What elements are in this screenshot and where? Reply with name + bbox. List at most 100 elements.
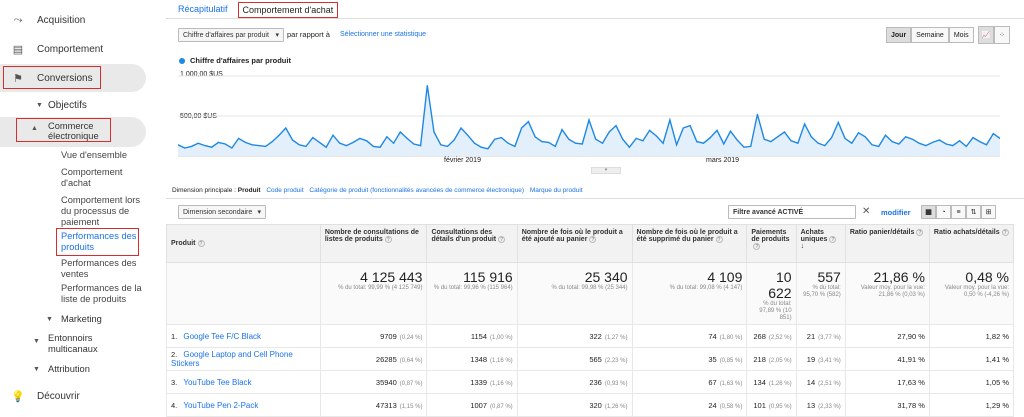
col-header[interactable]: Produit? (166, 224, 321, 263)
cell-value: 1007 (470, 400, 487, 410)
cell-value: 24 (708, 400, 717, 410)
data-point (622, 138, 624, 140)
caret-down-icon: ▼ (36, 101, 43, 109)
modify-link[interactable]: modifier (881, 208, 911, 217)
data-point (979, 141, 981, 143)
table-cell: 218 (2,05 %) (746, 347, 797, 371)
lightbulb-icon: 💡 (11, 390, 25, 403)
table-cell: 17,63 % (844, 370, 930, 394)
col-header[interactable]: Paiements de produits? (746, 224, 797, 263)
tab-shopping-behavior[interactable]: Comportement d'achat (237, 2, 339, 18)
pie-view-icon[interactable]: ◔ (936, 205, 951, 219)
sidebar-subitem[interactable]: Performances des ventes (61, 258, 137, 279)
data-point (265, 145, 267, 147)
caret-down-icon: ▼ (33, 365, 40, 373)
data-point (642, 140, 644, 142)
sidebar-subitem[interactable]: Comportement d'achat (61, 167, 123, 188)
data-point (332, 134, 334, 136)
data-point (271, 141, 273, 143)
cell-value: 565 (589, 354, 602, 364)
cell-percent: (2,52 %) (768, 334, 792, 341)
data-point (810, 136, 812, 138)
cell-percent: (3,77 %) (818, 334, 841, 341)
table-row: 4. YouTube Pen 2-Pack 47313 (1,15 %) 1007 (0… (166, 393, 1015, 417)
data-point (682, 127, 684, 129)
select-stat-link[interactable]: Sélectionner une statistique (340, 31, 426, 38)
data-point (197, 142, 199, 144)
dimension-brand[interactable]: Marque du produit (529, 187, 583, 194)
dimension-label: Dimension principale : (172, 187, 236, 194)
col-header[interactable]: Consultations des détails d'un produit? (426, 224, 518, 263)
col-header[interactable]: Ratio panier/détails? (844, 224, 930, 263)
data-point (251, 144, 253, 146)
col-header[interactable]: Ratio achats/détails? (928, 224, 1015, 263)
tab-summary[interactable]: Récapitulatif (178, 4, 228, 14)
total-subtext: % du total: 99,96 % (115 964) (433, 285, 513, 291)
data-point (352, 141, 354, 143)
data-point (413, 143, 415, 145)
product-link[interactable]: Google Tee F/C Black (183, 331, 262, 341)
secondary-dimension-select[interactable]: Dimension secondaire ▾ (178, 205, 266, 219)
pivot-view-icon[interactable]: ⊞ (981, 205, 996, 219)
table-cell: 1339 (1,16 %) (426, 370, 518, 394)
col-header[interactable]: Achats uniques? ↓ (795, 224, 846, 263)
product-link[interactable]: Google Laptop and Cell Phone Stickers (171, 350, 293, 368)
product-link[interactable]: YouTube Tee Black (183, 377, 252, 387)
day-button[interactable]: Jour (886, 27, 912, 43)
sidebar-subitem[interactable]: Vue d'ensemble (61, 150, 128, 160)
table-view-icon[interactable]: ▦ (921, 205, 936, 219)
data-point (676, 144, 678, 146)
data-point (628, 146, 630, 148)
cell-value: 19 (806, 354, 816, 364)
data-point (359, 137, 361, 139)
cell-value: 74 (708, 331, 717, 341)
week-button[interactable]: Semaine (911, 27, 949, 43)
data-point (217, 141, 219, 143)
cell-percent: (2,23 %) (604, 357, 628, 364)
dropdown-arrow-icon: ▾ (275, 32, 279, 39)
data-point (601, 142, 604, 144)
product-cell: 1. Google Tee F/C Black (166, 324, 321, 348)
clear-filter-icon[interactable]: ✕ (862, 206, 871, 217)
product-link[interactable]: YouTube Pen 2-Pack (183, 400, 259, 410)
vs-label: par rapport à (287, 30, 330, 39)
data-point (238, 137, 240, 139)
cell-percent: (1,27 %) (604, 334, 628, 341)
data-point (521, 127, 523, 129)
dimension-product[interactable]: Produit (237, 187, 261, 194)
dimension-category[interactable]: Catégorie de produit (fonctionnalités av… (309, 187, 524, 194)
caret-up-icon: ▲ (31, 125, 38, 132)
chart-resize-handle[interactable]: ▾ (591, 167, 621, 174)
data-point (339, 142, 341, 144)
total-subtext: % du total: 99,98 % (25 344) (551, 285, 628, 291)
total-cell: 4 109% du total: 99,08 % (4 147) (631, 262, 748, 325)
col-header[interactable]: Nombre de consultations de listes de pro… (319, 224, 428, 263)
cell-value: 47313 (375, 400, 397, 410)
cell-value: 1,05 % (985, 377, 1009, 387)
bar-view-icon[interactable]: ≡ (951, 205, 966, 219)
table-cell: 101 (0,95 %) (746, 393, 797, 417)
data-point (743, 146, 745, 148)
sidebar-subitem[interactable]: Comportement lors du processus de paieme… (61, 195, 141, 227)
compare-view-icon[interactable]: ⇅ (966, 205, 981, 219)
data-point (480, 146, 482, 148)
month-button[interactable]: Mois (948, 27, 974, 43)
acquisition-icon: ⤳ (13, 13, 23, 26)
data-point (574, 142, 577, 144)
cell-value: 218 (753, 354, 766, 364)
sidebar-label: Acquisition (37, 14, 86, 26)
sidebar-label: Entonnoirs multicanaux (48, 333, 98, 354)
dimension-product-code[interactable]: Code produit (266, 187, 304, 194)
line-chart-icon[interactable]: 📈 (978, 26, 994, 44)
table-cell: 41,91 % (844, 347, 930, 371)
sidebar-subitem[interactable]: Performances de la liste de produits (61, 283, 142, 304)
data-point (905, 136, 907, 138)
col-header[interactable]: Nombre de fois où le produit a été suppr… (631, 224, 748, 263)
table-cell: 322 (1,27 %) (516, 324, 633, 348)
metric-select[interactable]: Chiffre d'affaires par produit ▾ (178, 28, 284, 42)
sidebar-subitem-active[interactable]: Performances des produits (61, 231, 137, 252)
motion-chart-icon[interactable]: ⁘ (994, 26, 1010, 44)
cell-value: 31,78 % (897, 400, 925, 410)
advanced-filter-input[interactable]: Filtre avancé ACTIVÉ (728, 205, 856, 219)
col-header[interactable]: Nombre de fois où le produit a été ajout… (516, 224, 633, 263)
